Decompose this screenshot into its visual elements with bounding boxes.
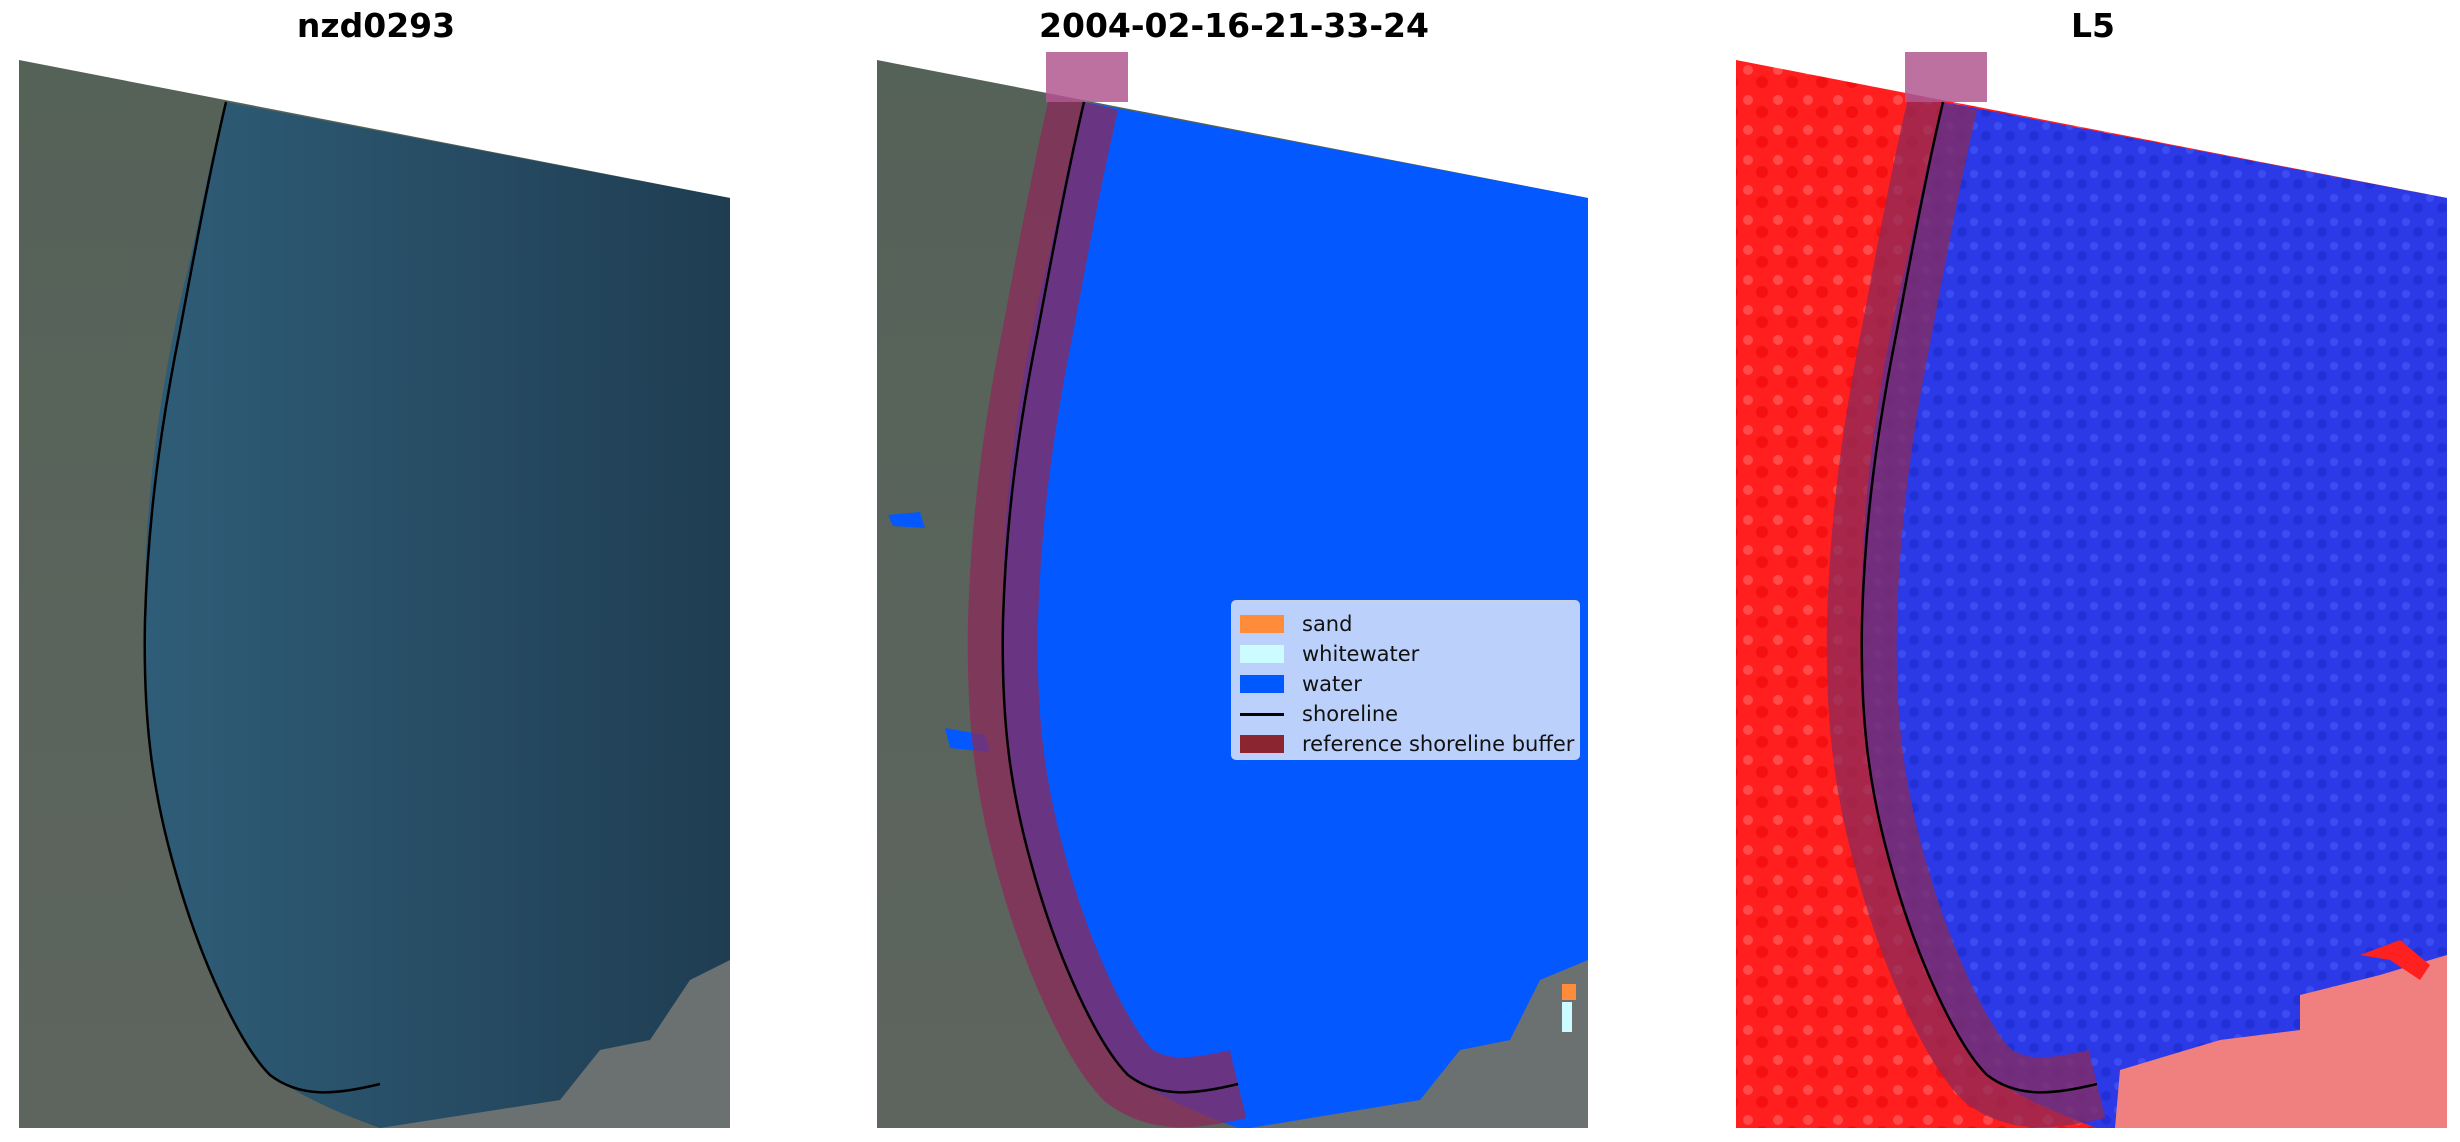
water-swatch <box>1240 675 1284 693</box>
sand-swatch <box>1240 615 1284 633</box>
index-buffer-top <box>1905 52 1987 102</box>
class-port-area <box>1250 960 1588 1128</box>
legend-label: whitewater <box>1302 642 1420 666</box>
index-breakwater <box>2360 940 2430 980</box>
index-shoreline <box>1860 101 2098 1094</box>
class-whitewater-patch <box>1562 1002 1572 1032</box>
legend-label: shoreline <box>1302 702 1399 726</box>
class-shoreline <box>1001 101 1239 1094</box>
legend: sand whitewater water shoreline referenc… <box>1231 600 1580 760</box>
panel-title-classification: 2004-02-16-21-33-24 <box>1039 6 1429 45</box>
panel-title-index: L5 <box>2071 6 2115 45</box>
class-water-blob-1 <box>888 512 925 528</box>
class-sand-patch <box>1562 984 1576 1000</box>
buffer-swatch <box>1240 735 1284 753</box>
index-panel <box>1736 52 2447 1128</box>
panel-title-rgb: nzd0293 <box>296 6 456 45</box>
class-buffer-top <box>1046 52 1128 102</box>
rgb-sea <box>145 102 730 1128</box>
shoreline-swatch <box>1240 712 1284 716</box>
rgb-image-panel <box>19 60 730 1128</box>
legend-item-whitewater: whitewater <box>1240 639 1419 669</box>
whitewater-swatch <box>1240 645 1284 663</box>
legend-item-sand: sand <box>1240 609 1352 639</box>
legend-item-shoreline: shoreline <box>1240 699 1398 729</box>
legend-label: water <box>1302 672 1362 696</box>
rgb-shoreline <box>143 101 381 1094</box>
legend-label: sand <box>1302 612 1353 636</box>
legend-item-water: water <box>1240 669 1362 699</box>
classification-panel <box>877 52 1588 1128</box>
index-port-land <box>2115 955 2447 1128</box>
legend-item-buffer: reference shoreline buffer <box>1240 729 1574 759</box>
index-water <box>1862 102 2447 1128</box>
rgb-port-area <box>380 960 730 1128</box>
legend-label: reference shoreline buffer <box>1302 732 1575 756</box>
